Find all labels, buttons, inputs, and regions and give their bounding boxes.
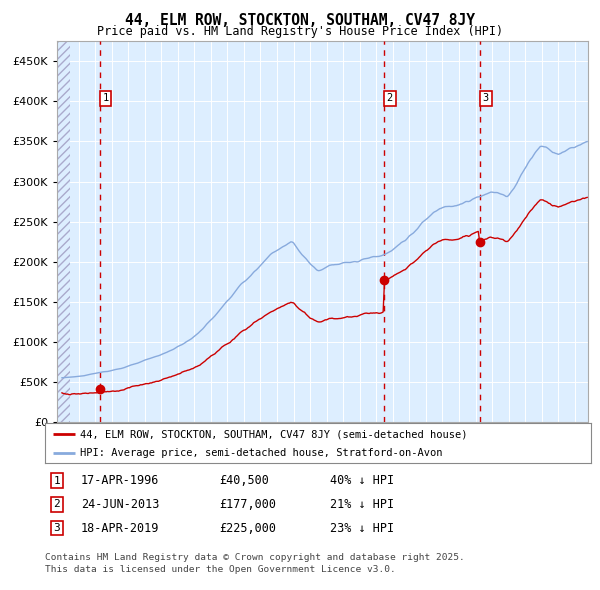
- Text: 24-JUN-2013: 24-JUN-2013: [81, 498, 160, 511]
- Text: HPI: Average price, semi-detached house, Stratford-on-Avon: HPI: Average price, semi-detached house,…: [80, 448, 443, 458]
- Text: 17-APR-1996: 17-APR-1996: [81, 474, 160, 487]
- Text: £40,500: £40,500: [219, 474, 269, 487]
- Text: Price paid vs. HM Land Registry's House Price Index (HPI): Price paid vs. HM Land Registry's House …: [97, 25, 503, 38]
- Text: 18-APR-2019: 18-APR-2019: [81, 522, 160, 535]
- Text: £177,000: £177,000: [219, 498, 276, 511]
- Text: 3: 3: [483, 93, 489, 103]
- Text: 44, ELM ROW, STOCKTON, SOUTHAM, CV47 8JY: 44, ELM ROW, STOCKTON, SOUTHAM, CV47 8JY: [125, 13, 475, 28]
- Text: 2: 2: [53, 500, 61, 509]
- Text: Contains HM Land Registry data © Crown copyright and database right 2025.: Contains HM Land Registry data © Crown c…: [45, 553, 465, 562]
- Text: 1: 1: [53, 476, 61, 486]
- Text: 23% ↓ HPI: 23% ↓ HPI: [330, 522, 394, 535]
- Text: 44, ELM ROW, STOCKTON, SOUTHAM, CV47 8JY (semi-detached house): 44, ELM ROW, STOCKTON, SOUTHAM, CV47 8JY…: [80, 430, 468, 440]
- Text: 3: 3: [53, 523, 61, 533]
- Text: 1: 1: [103, 93, 109, 103]
- Text: 21% ↓ HPI: 21% ↓ HPI: [330, 498, 394, 511]
- Text: 2: 2: [386, 93, 393, 103]
- Text: 40% ↓ HPI: 40% ↓ HPI: [330, 474, 394, 487]
- Text: £225,000: £225,000: [219, 522, 276, 535]
- Text: This data is licensed under the Open Government Licence v3.0.: This data is licensed under the Open Gov…: [45, 565, 396, 574]
